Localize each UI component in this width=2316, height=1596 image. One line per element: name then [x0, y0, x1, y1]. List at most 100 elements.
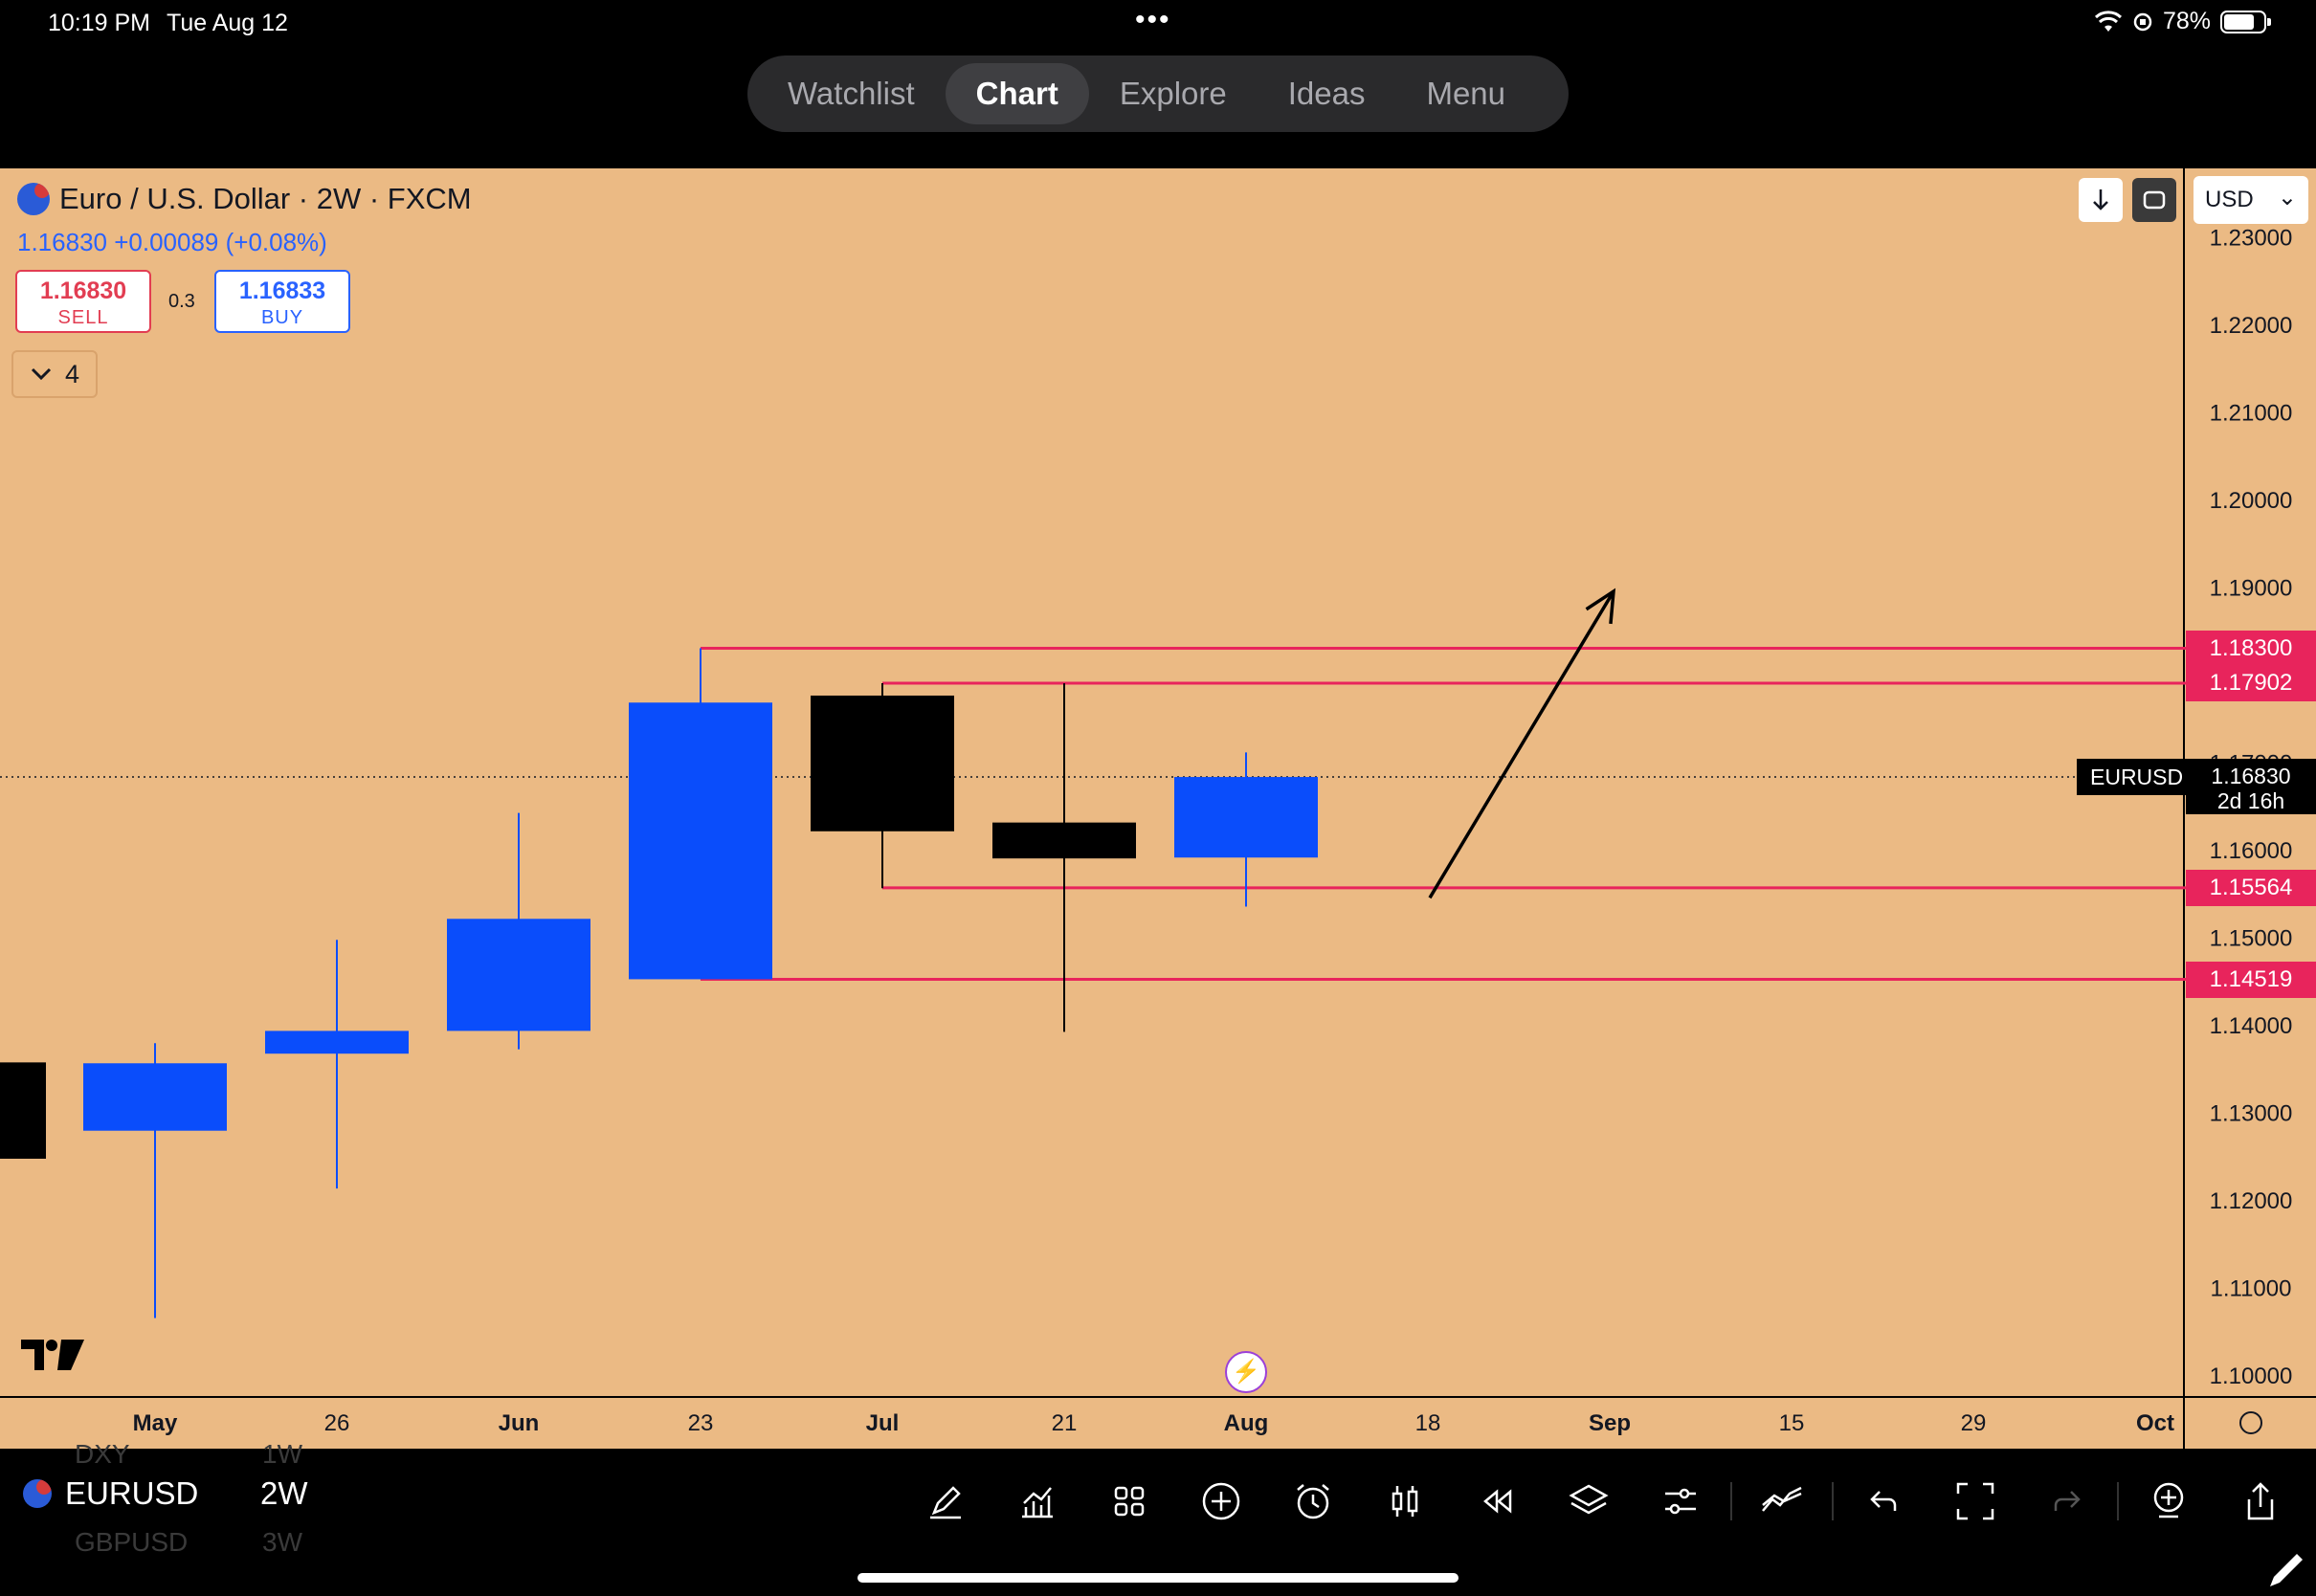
symbol-picker[interactable]: EURUSD [23, 1475, 198, 1512]
current-price-label: 1.16830 2d 16h [2186, 759, 2316, 815]
toolbar-divider [1832, 1482, 1834, 1520]
chevron-down-icon: ⌄ [2277, 185, 2297, 211]
ghost-interval-above: 1W [262, 1439, 302, 1469]
orientation-lock-icon [2133, 12, 2152, 31]
main-nav: Watchlist Chart Explore Ideas Menu [747, 55, 1569, 132]
current-symbol-tag: EURUSD [2077, 759, 2197, 796]
bottom-symbol[interactable]: EURUSD [65, 1475, 199, 1511]
wifi-icon [2094, 10, 2122, 32]
settings-icon[interactable] [1635, 1475, 1726, 1527]
price-tick-label: 1.15000 [2210, 926, 2293, 952]
compare-icon[interactable] [1736, 1475, 1828, 1527]
sell-price: 1.16830 [39, 277, 127, 304]
sync-icon [2143, 190, 2166, 210]
status-bar: 10:19 PM Tue Aug 12 ••• 78% [0, 0, 2316, 48]
buy-price: 1.16833 [238, 277, 326, 304]
redo-icon[interactable] [2021, 1475, 2113, 1527]
price-tick-label: 1.10000 [2210, 1363, 2293, 1389]
time-tick-label: 15 [1779, 1410, 1805, 1436]
time-tick-label: Jun [499, 1410, 540, 1436]
candle-body [447, 919, 590, 1031]
home-indicator[interactable] [857, 1573, 1459, 1583]
apple-pencil-icon[interactable] [2264, 1550, 2306, 1596]
templates-icon[interactable] [1083, 1475, 1175, 1527]
add-symbol-icon[interactable] [2123, 1475, 2215, 1527]
indicators-count: 4 [65, 359, 80, 388]
sell-button[interactable]: 1.16830 SELL [15, 270, 151, 333]
spread-value: 0.3 [168, 291, 195, 312]
level-price-label[interactable]: 1.17902 [2186, 664, 2316, 701]
fullscreen-icon[interactable] [1929, 1475, 2021, 1527]
download-button[interactable] [2079, 178, 2123, 222]
chart-tools [900, 1475, 2306, 1527]
time-tick-label: Sep [1589, 1410, 1631, 1436]
currency-select[interactable]: USD ⌄ [2194, 176, 2308, 224]
ghost-symbol-below: GBPUSD [75, 1527, 189, 1557]
price-tick-label: 1.23000 [2210, 226, 2293, 252]
currency-value: USD [2205, 187, 2254, 212]
time-tick-label: Jul [866, 1410, 900, 1436]
candle-body [265, 1031, 409, 1054]
indicators-icon[interactable] [991, 1475, 1083, 1527]
tab-chart[interactable]: Chart [945, 63, 1089, 124]
indicators-toggle[interactable]: 4 [11, 350, 98, 398]
arrow-down-icon [2093, 189, 2108, 211]
price-tick-label: 1.22000 [2210, 313, 2293, 339]
candle-body [992, 822, 1136, 859]
tab-watchlist[interactable]: Watchlist [788, 76, 915, 111]
price-tick-label: 1.14000 [2210, 1013, 2293, 1039]
ghost-symbol-above: DXY [75, 1439, 130, 1469]
status-right: 78% [2094, 8, 2271, 35]
toolbar-divider [2117, 1482, 2119, 1520]
level-price-label[interactable]: 1.15564 [2186, 869, 2316, 906]
interval-picker[interactable]: 2W [260, 1475, 308, 1511]
time-tick-label: 23 [688, 1410, 714, 1436]
tradingview-logo-icon [19, 1336, 86, 1379]
alert-icon[interactable] [1267, 1475, 1359, 1527]
candle-body [629, 702, 772, 980]
tab-explore[interactable]: Explore [1119, 76, 1227, 111]
buy-button[interactable]: 1.16833 BUY [214, 270, 350, 333]
bar-countdown: 2d 16h [2216, 788, 2285, 814]
price-tick-label: 1.12000 [2210, 1188, 2293, 1214]
current-price-value: 1.16830 [2211, 764, 2291, 789]
price-tick-label: 1.11000 [2211, 1276, 2292, 1302]
level-price-label[interactable]: 1.14519 [2186, 961, 2316, 998]
add-icon[interactable] [1175, 1475, 1267, 1527]
lightning-icon[interactable]: ⚡ [1225, 1351, 1267, 1393]
status-time: 10:19 PM [48, 10, 151, 36]
sell-label: SELL [57, 307, 109, 328]
trend-arrow [1428, 590, 1615, 899]
bar-style-icon[interactable] [1359, 1475, 1451, 1527]
eu-us-flag-icon [23, 1479, 52, 1508]
price-tick-label: 1.21000 [2210, 401, 2293, 427]
layers-icon[interactable] [1543, 1475, 1635, 1527]
replay-icon[interactable] [1451, 1475, 1543, 1527]
chart-canvas[interactable]: 1.10000 1.11000 1.12000 1.13000 1.14000 1.150… [0, 168, 2316, 1449]
share-icon[interactable] [2215, 1475, 2306, 1527]
undo-icon[interactable] [1837, 1475, 1929, 1527]
arrow-head [1585, 587, 1616, 625]
chart-pane[interactable]: 1.10000 1.11000 1.12000 1.13000 1.14000 1.150… [0, 168, 2316, 1449]
ghost-interval-below: 3W [262, 1527, 302, 1557]
time-tick-label: May [133, 1410, 178, 1436]
battery-icon [2220, 10, 2271, 33]
time-tick-label: 26 [324, 1410, 350, 1436]
price-tick-label: 1.20000 [2210, 488, 2293, 514]
battery-percent: 78% [2162, 8, 2211, 34]
status-date: Tue Aug 12 [167, 10, 288, 36]
symbol-header[interactable]: Euro / U.S. Dollar · 2W · FXCM [17, 182, 472, 216]
candle-body [83, 1063, 227, 1131]
time-tick-label: Oct [2136, 1410, 2174, 1436]
symbol-title[interactable]: Euro / U.S. Dollar · 2W · FXCM [59, 182, 472, 215]
time-tick-label: 18 [1415, 1410, 1441, 1436]
tab-menu[interactable]: Menu [1426, 76, 1506, 111]
draw-icon[interactable] [900, 1475, 991, 1527]
chevron-down-icon [31, 367, 52, 381]
sync-button[interactable] [2132, 178, 2176, 222]
multitask-dots-icon[interactable]: ••• [1135, 4, 1171, 35]
eu-us-flag-icon [17, 183, 50, 215]
level-price-label[interactable]: 1.18300 [2186, 630, 2316, 667]
tab-ideas[interactable]: Ideas [1287, 76, 1366, 111]
